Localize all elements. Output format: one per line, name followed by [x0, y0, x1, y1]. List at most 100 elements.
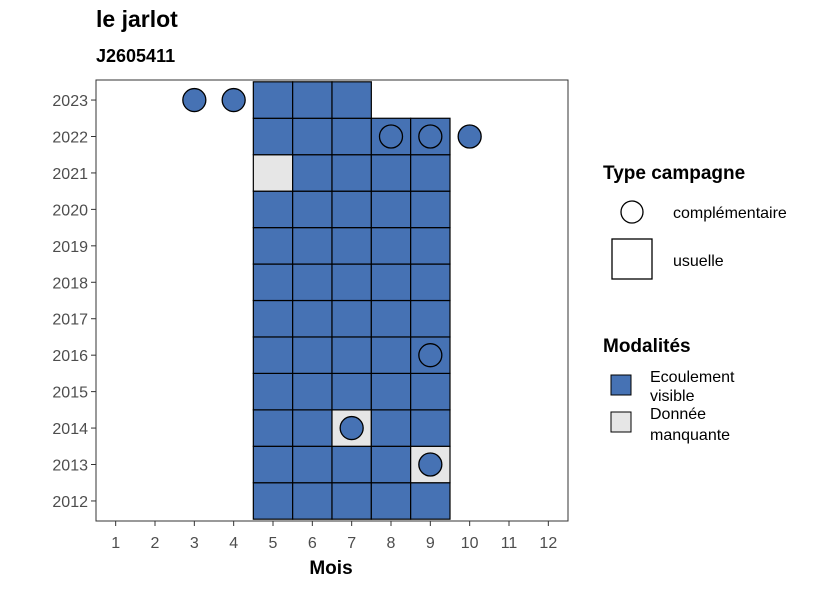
heatmap-cell	[331, 81, 372, 119]
heatmap-cell	[292, 445, 333, 484]
y-axis: 2012 2013 2014 2015 2016 2017 2018 2019 2020 2021…	[52, 93, 96, 511]
heatmap-cell	[370, 154, 412, 192]
complementary-point	[457, 124, 482, 149]
x-tick-label: 7	[347, 535, 356, 552]
heatmap-cell	[410, 227, 451, 265]
heatmap-cell	[252, 372, 294, 411]
heatmap-cell	[331, 299, 372, 338]
x-tick-label: 11	[501, 535, 518, 552]
legend-label-donnee-line2: manquante	[650, 427, 730, 444]
complementary-point	[182, 87, 207, 113]
heatmap-cell	[370, 445, 412, 484]
heatmap-cell	[331, 154, 372, 192]
legend-circle-icon	[620, 200, 644, 224]
heatmap-cell	[252, 190, 294, 229]
points-layer	[182, 87, 482, 477]
heatmap-cell	[410, 190, 451, 229]
heatmap-cell	[292, 154, 333, 192]
heatmap-cell	[331, 336, 372, 374]
heatmap-cell	[370, 263, 412, 302]
complementary-point	[418, 343, 443, 368]
heatmap-cell	[292, 81, 333, 119]
heatmap-cell	[292, 409, 333, 447]
y-tick-label: 2014	[52, 421, 88, 438]
heatmap-cell	[252, 154, 294, 192]
heatmap-cell	[252, 299, 294, 338]
y-tick-label: 2019	[52, 239, 88, 256]
heatmap-cell	[410, 372, 451, 411]
heatmap-cell	[252, 227, 294, 265]
legend-swatch-ecoulement-visible	[610, 374, 632, 396]
heatmap-cell	[292, 227, 333, 265]
heatmap-cell	[331, 372, 372, 411]
heatmap-cell	[252, 482, 294, 520]
heatmap-cell	[370, 409, 412, 447]
heatmap-cell	[292, 190, 333, 229]
y-tick-label: 2023	[52, 93, 88, 110]
heatmap-cell	[370, 372, 412, 411]
heatmap-cell	[331, 445, 372, 484]
legend-square-icon	[611, 238, 653, 280]
heatmap-cell	[410, 263, 451, 302]
legend-swatch-donnee-manquante	[610, 411, 632, 433]
heatmap-cell	[292, 482, 333, 520]
heatmap-cell	[331, 227, 372, 265]
x-axis: 1 2 3 4 5 6 7 8 9 10 11 12	[111, 521, 557, 552]
heatmap-cell	[252, 117, 294, 156]
legend-item-complementaire: complémentaire	[673, 205, 787, 222]
legend-label-ecoulement-line1: Ecoulement	[650, 369, 735, 386]
heatmap-cell	[292, 117, 333, 156]
heatmap-cell	[252, 81, 294, 119]
chart-title: le jarlot	[96, 6, 178, 32]
heatmap-cell	[252, 409, 294, 447]
complementary-point	[221, 87, 246, 113]
y-tick-label: 2017	[52, 312, 88, 329]
legend-label-donnee-line1: Donnée	[650, 406, 706, 423]
legend-modalites-title: Modalités	[603, 336, 691, 357]
complementary-point	[418, 452, 443, 477]
y-tick-label: 2012	[52, 494, 88, 511]
x-tick-label: 9	[426, 535, 435, 552]
heatmap-cell	[252, 445, 294, 484]
legend-label-ecoulement-line2: visible	[650, 388, 695, 405]
heatmap-cell	[292, 336, 333, 374]
cells-layer	[252, 81, 451, 520]
heatmap-cell	[331, 482, 372, 520]
x-tick-label: 1	[111, 535, 120, 552]
x-tick-label: 12	[539, 535, 557, 552]
complementary-point	[418, 124, 443, 149]
heatmap-cell	[370, 299, 412, 338]
legend-type-campagne-title: Type campagne	[603, 163, 745, 184]
heatmap-cell	[331, 263, 372, 302]
heatmap-cell	[252, 263, 294, 302]
plot-panel-border	[95, 79, 569, 522]
heatmap-cell	[370, 190, 412, 229]
y-tick-label: 2013	[52, 458, 88, 475]
y-tick-label: 2018	[52, 275, 88, 292]
complementary-point	[339, 415, 364, 441]
y-tick-label: 2020	[52, 202, 88, 219]
heatmap-cell	[370, 336, 412, 374]
legend-item-usuelle: usuelle	[673, 253, 724, 270]
x-tick-label: 2	[151, 535, 160, 552]
heatmap-cell	[370, 227, 412, 265]
legend-modalites: Modalités Ecoulement visible Donnée manq…	[603, 336, 735, 444]
complementary-point	[378, 124, 404, 149]
x-tick-label: 3	[190, 535, 199, 552]
heatmap-cell	[410, 154, 451, 192]
heatmap-cell	[292, 299, 333, 338]
x-tick-label: 8	[387, 535, 396, 552]
heatmap-cell	[292, 263, 333, 302]
legend-type-campagne: Type campagne complémentaire usuelle	[603, 163, 787, 280]
heatmap-cell	[370, 482, 412, 520]
y-tick-label: 2015	[52, 385, 88, 402]
heatmap-cell	[331, 190, 372, 229]
x-tick-label: 10	[461, 535, 479, 552]
heatmap-cell	[331, 117, 372, 156]
y-tick-label: 2021	[52, 166, 88, 183]
x-tick-label: 6	[308, 535, 317, 552]
x-axis-label: Mois	[309, 558, 352, 579]
heatmap-cell	[292, 372, 333, 411]
x-tick-label: 5	[269, 535, 278, 552]
